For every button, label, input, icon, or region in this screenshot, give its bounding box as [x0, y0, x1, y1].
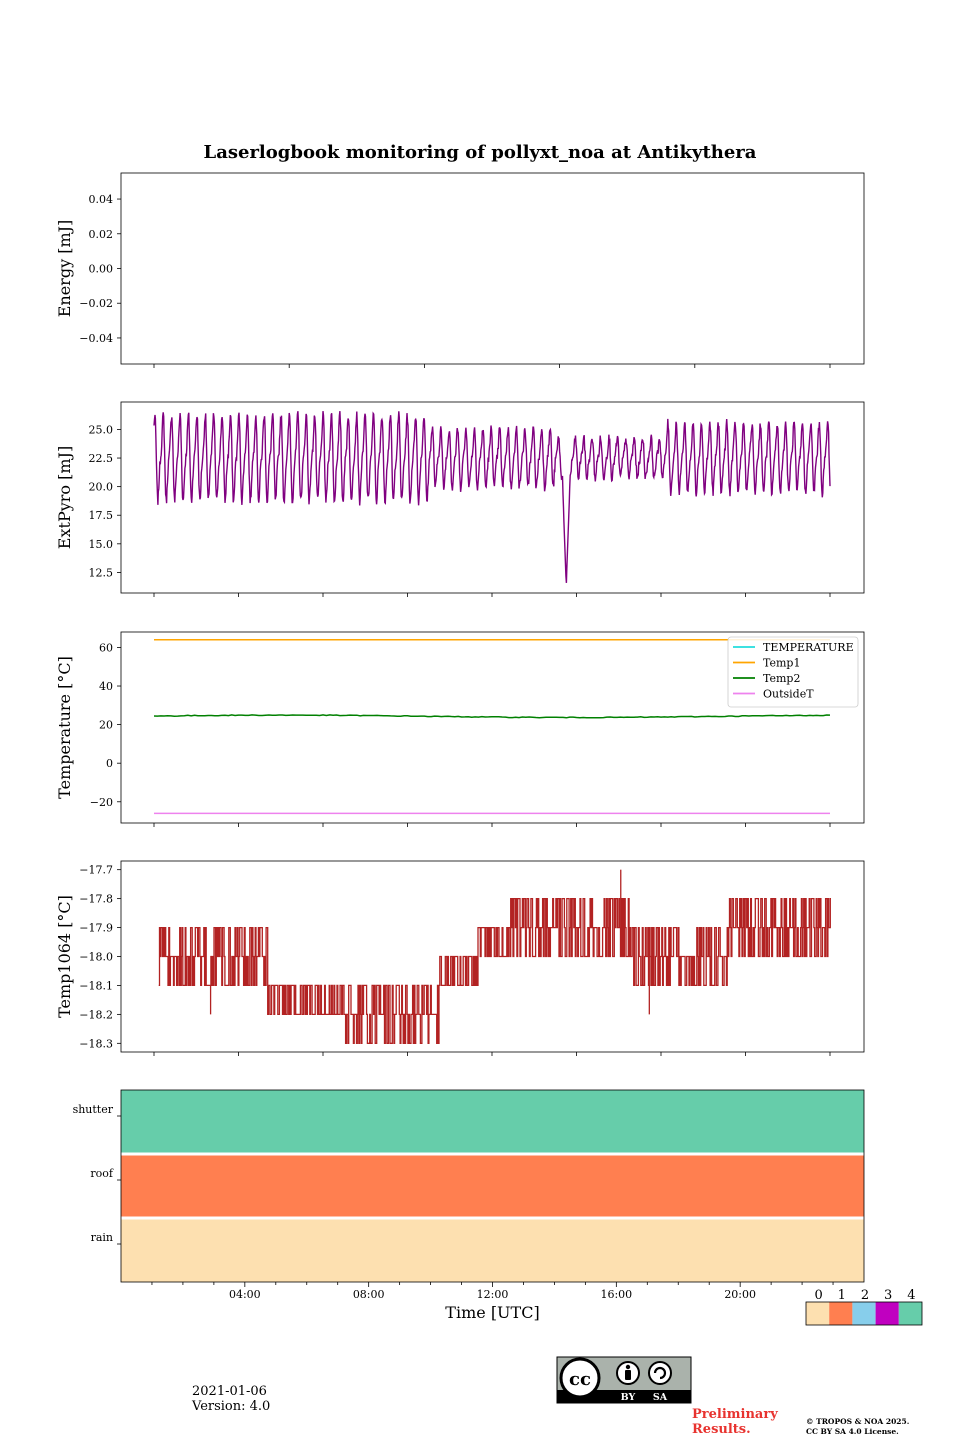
xtick-label: 16:00: [600, 1288, 632, 1301]
heatmap-row-rain: [121, 1218, 864, 1282]
xtick-label: 20:00: [724, 1288, 756, 1301]
ytick-label: 0.00: [89, 263, 114, 276]
ytick-label: 17.5: [89, 509, 114, 522]
ytick-label: roof: [90, 1167, 114, 1180]
ytick-label: 22.5: [89, 452, 114, 465]
preliminary-line-2: Results.: [692, 1422, 751, 1437]
colorbar-label: 3: [884, 1288, 892, 1303]
colorbar-segment-1: [829, 1302, 853, 1325]
ytick-label: 12.5: [89, 566, 114, 579]
y-axis-label: Temp1064 [°C]: [55, 895, 74, 1018]
xtick-label: 04:00: [229, 1288, 261, 1301]
colorbar-label: 4: [907, 1288, 915, 1303]
ytick-label: 20.0: [89, 481, 114, 494]
colorbar-segment-4: [898, 1302, 922, 1325]
legend-frame: [727, 636, 859, 708]
ytick-label: −18.2: [79, 1008, 113, 1021]
extpyro-line: [153, 411, 831, 583]
panel-4: −17.7 −17.8 −17.9 −18.0 −18.1 −18.2 −18.3 Temp1…: [55, 860, 865, 1056]
panel-5: shutter roof rain 04:00 08:00 12:00 16:00 20:00…: [73, 1089, 865, 1322]
ytick-label: 0.04: [89, 193, 114, 206]
badge-by-label: BY: [621, 1392, 636, 1403]
x-axis-label: Time [UTC]: [445, 1303, 539, 1322]
copyright-notice: © TROPOS & NOA 2025. CC BY SA 4.0 Licens…: [806, 1417, 909, 1437]
ytick-label: 40: [99, 680, 113, 693]
ytick-label: 20: [99, 719, 113, 732]
heatmap-row-roof: [121, 1154, 864, 1218]
panel-3: 60 40 20 0 −20 Temperature [°C] TEMPERATURE Tem…: [55, 631, 865, 827]
copyright-line-2: CC BY SA 4.0 License.: [806, 1427, 899, 1436]
version-label: Version: 4.0: [192, 1399, 271, 1414]
legend-label: TEMPERATURE: [763, 641, 854, 654]
axes-frame: [120, 172, 865, 365]
ytick-label: −18.1: [79, 979, 113, 992]
y-axis-label: Energy [mJ]: [55, 220, 74, 318]
preliminary-notice: Preliminary Results.: [692, 1407, 778, 1437]
ytick-label: −20: [90, 796, 113, 809]
y-axis-label: Temperature [°C]: [55, 656, 74, 799]
date-label: 2021-01-06: [192, 1384, 267, 1399]
colorbar-label: 0: [814, 1288, 822, 1303]
xtick-label: 12:00: [477, 1288, 509, 1301]
preliminary-line-1: Preliminary: [692, 1407, 778, 1422]
figure-title: Laserlogbook monitoring of pollyxt_noa a…: [204, 142, 757, 163]
heatmap-row-shutter: [121, 1090, 864, 1154]
ytick-label: 60: [99, 641, 113, 654]
colorbar-segment-2: [852, 1302, 876, 1325]
panel-2: 25.0 22.5 20.0 17.5 15.0 12.5 ExtPyro [mJ]: [55, 401, 865, 597]
by-person-body-icon: [625, 1370, 631, 1380]
sa-arrow-icon: [653, 1366, 667, 1380]
colorbar-label: 1: [838, 1288, 846, 1303]
ytick-label: −18.3: [79, 1037, 113, 1050]
colorbar-label: 2: [861, 1288, 869, 1303]
badge-sa-label: SA: [653, 1392, 668, 1403]
colorbar-segment-0: [806, 1302, 830, 1325]
ytick-label: −18.0: [79, 951, 113, 964]
ytick-label: shutter: [73, 1103, 114, 1116]
ytick-label: rain: [91, 1231, 113, 1244]
colorbar-frame: [805, 1301, 923, 1326]
copyright-line-1: © TROPOS & NOA 2025.: [806, 1417, 910, 1426]
ytick-label: −17.8: [79, 893, 113, 906]
panels: 0.04 0.02 0.00 −0.02 −0.04 Energy [mJ] 25.0 22.…: [55, 172, 865, 1322]
xtick-label: 08:00: [353, 1288, 385, 1301]
legend-label: Temp1: [763, 657, 800, 670]
series-line-temp2: [153, 714, 831, 719]
panel-1: 0.04 0.02 0.00 −0.02 −0.04 Energy [mJ]: [55, 172, 865, 368]
by-person-head-icon: [625, 1364, 631, 1370]
y-axis-label: ExtPyro [mJ]: [55, 446, 74, 549]
ytick-label: −0.02: [79, 297, 113, 310]
cc-letters: cc: [569, 1369, 591, 1390]
ytick-label: −17.9: [79, 922, 113, 935]
ytick-label: −0.04: [79, 332, 113, 345]
legend-label: OutsideT: [763, 688, 814, 701]
colorbar-segment-3: [875, 1302, 899, 1325]
legend: TEMPERATURE Temp1 Temp2 OutsideT: [727, 636, 859, 708]
legend-label: Temp2: [763, 672, 800, 685]
ytick-label: −17.7: [79, 864, 113, 877]
cc-by-sa-icon: cc BY SA: [556, 1356, 692, 1404]
ytick-label: 0.02: [89, 228, 114, 241]
ytick-label: 0: [106, 757, 113, 770]
cc-circle-icon: [559, 1357, 601, 1399]
ytick-label: 15.0: [89, 538, 114, 551]
temp1064-line: [158, 897, 831, 1044]
ytick-label: 25.0: [89, 423, 114, 436]
axes-frame: [120, 401, 865, 594]
sa-cycle-icon: [648, 1361, 672, 1385]
